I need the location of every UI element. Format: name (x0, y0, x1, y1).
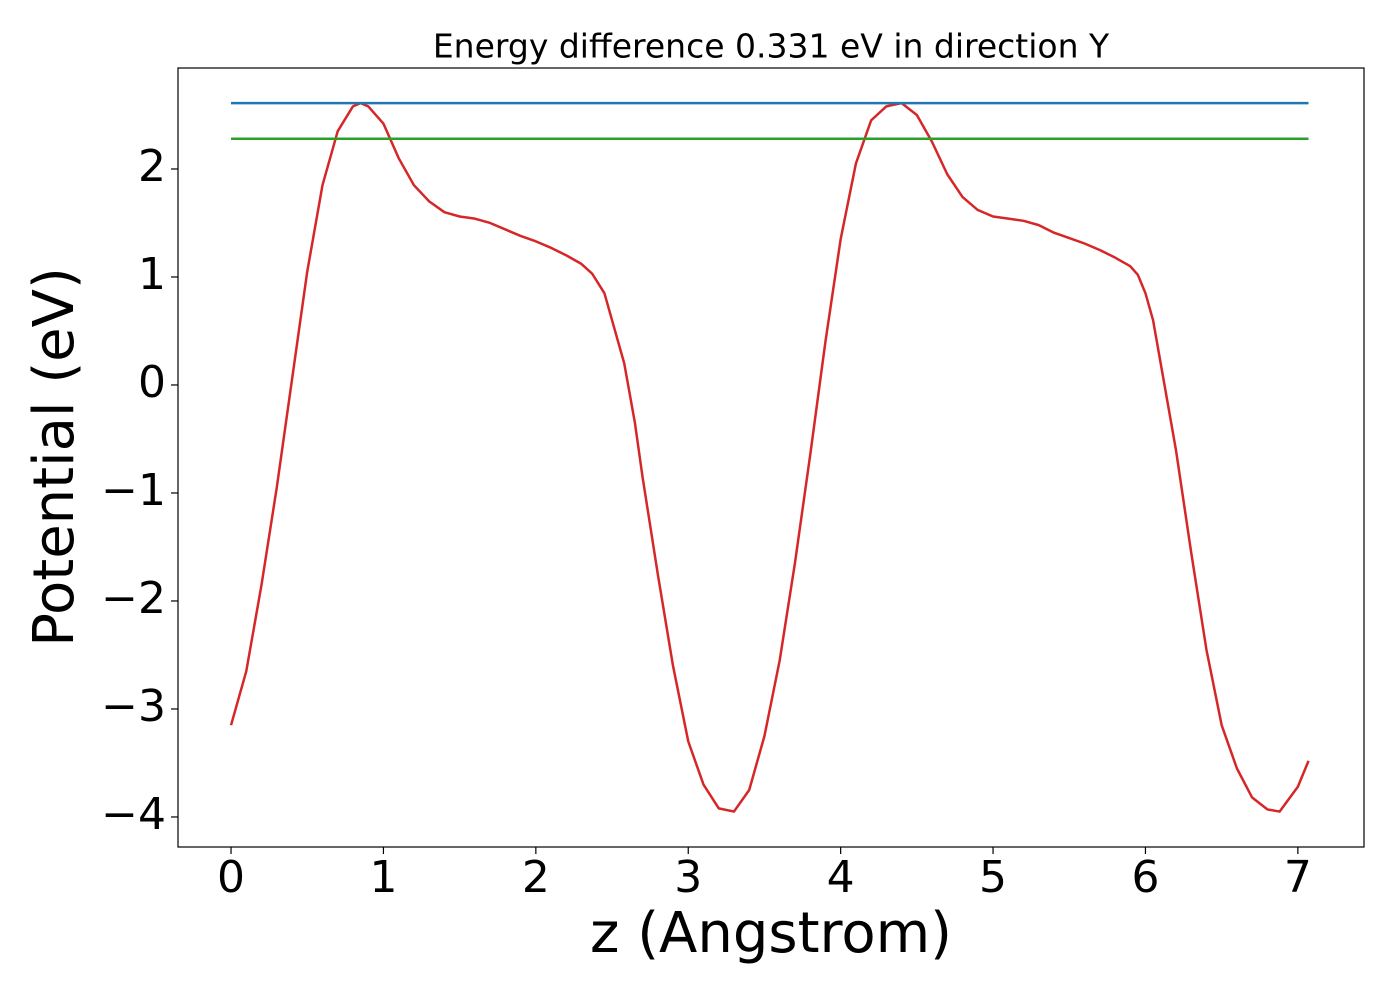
x-tick-label: 2 (522, 852, 550, 903)
y-tick-label: 1 (138, 249, 166, 300)
y-tick-label: −4 (101, 789, 166, 840)
y-tick-label: 0 (138, 357, 166, 408)
x-tick-label: 4 (827, 852, 855, 903)
x-axis-label: z (Angstrom) (590, 901, 952, 966)
data-line (229, 101, 1310, 813)
x-tick-label: 1 (369, 852, 397, 903)
y-axis-label: Potential (eV) (22, 267, 87, 647)
x-tick-label: 3 (674, 852, 702, 903)
y-tick-label: 2 (138, 141, 166, 192)
plot-frame (177, 67, 1365, 848)
x-tick-label: 6 (1131, 852, 1159, 903)
x-tick-label: 5 (979, 852, 1007, 903)
x-tick-label: 7 (1284, 852, 1312, 903)
chart-title: Energy difference 0.331 eV in direction … (433, 27, 1110, 66)
y-tick-label: −2 (101, 573, 166, 624)
x-tick-label: 0 (217, 852, 245, 903)
y-tick-label: −3 (101, 681, 166, 732)
y-tick-label: −1 (101, 465, 166, 516)
